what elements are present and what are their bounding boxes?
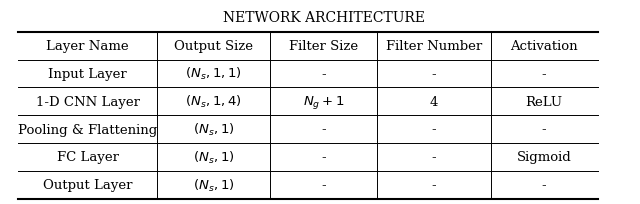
Text: $(N_s, 1)$: $(N_s, 1)$ xyxy=(193,121,234,137)
Text: 1-D CNN Layer: 1-D CNN Layer xyxy=(36,95,140,108)
Text: $(N_s, 1)$: $(N_s, 1)$ xyxy=(193,177,234,193)
Text: Sigmoid: Sigmoid xyxy=(516,151,572,164)
Text: Output Layer: Output Layer xyxy=(43,178,132,191)
Text: $(N_s, 1)$: $(N_s, 1)$ xyxy=(193,149,234,165)
Text: -: - xyxy=(542,68,547,81)
Text: NETWORK ARCHITECTURE: NETWORK ARCHITECTURE xyxy=(223,11,425,25)
Text: 4: 4 xyxy=(430,95,438,108)
Text: -: - xyxy=(431,151,436,164)
Text: -: - xyxy=(321,123,326,136)
Text: Filter Size: Filter Size xyxy=(289,40,358,53)
Text: ReLU: ReLU xyxy=(525,95,563,108)
Text: -: - xyxy=(542,178,547,191)
Text: Output Size: Output Size xyxy=(174,40,253,53)
Text: Input Layer: Input Layer xyxy=(49,68,127,81)
Text: -: - xyxy=(321,151,326,164)
Text: Activation: Activation xyxy=(510,40,578,53)
Text: Pooling & Flattening: Pooling & Flattening xyxy=(18,123,157,136)
Text: Filter Number: Filter Number xyxy=(386,40,482,53)
Text: $N_g + 1$: $N_g + 1$ xyxy=(303,93,345,110)
Text: FC Layer: FC Layer xyxy=(57,151,118,164)
Text: -: - xyxy=(431,123,436,136)
Text: -: - xyxy=(321,178,326,191)
Text: Layer Name: Layer Name xyxy=(47,40,129,53)
Text: -: - xyxy=(321,68,326,81)
Text: -: - xyxy=(431,178,436,191)
Text: -: - xyxy=(542,123,547,136)
Text: $(N_s, 1, 1)$: $(N_s, 1, 1)$ xyxy=(185,66,242,82)
Text: $(N_s, 1, 4)$: $(N_s, 1, 4)$ xyxy=(185,94,242,110)
Text: -: - xyxy=(431,68,436,81)
